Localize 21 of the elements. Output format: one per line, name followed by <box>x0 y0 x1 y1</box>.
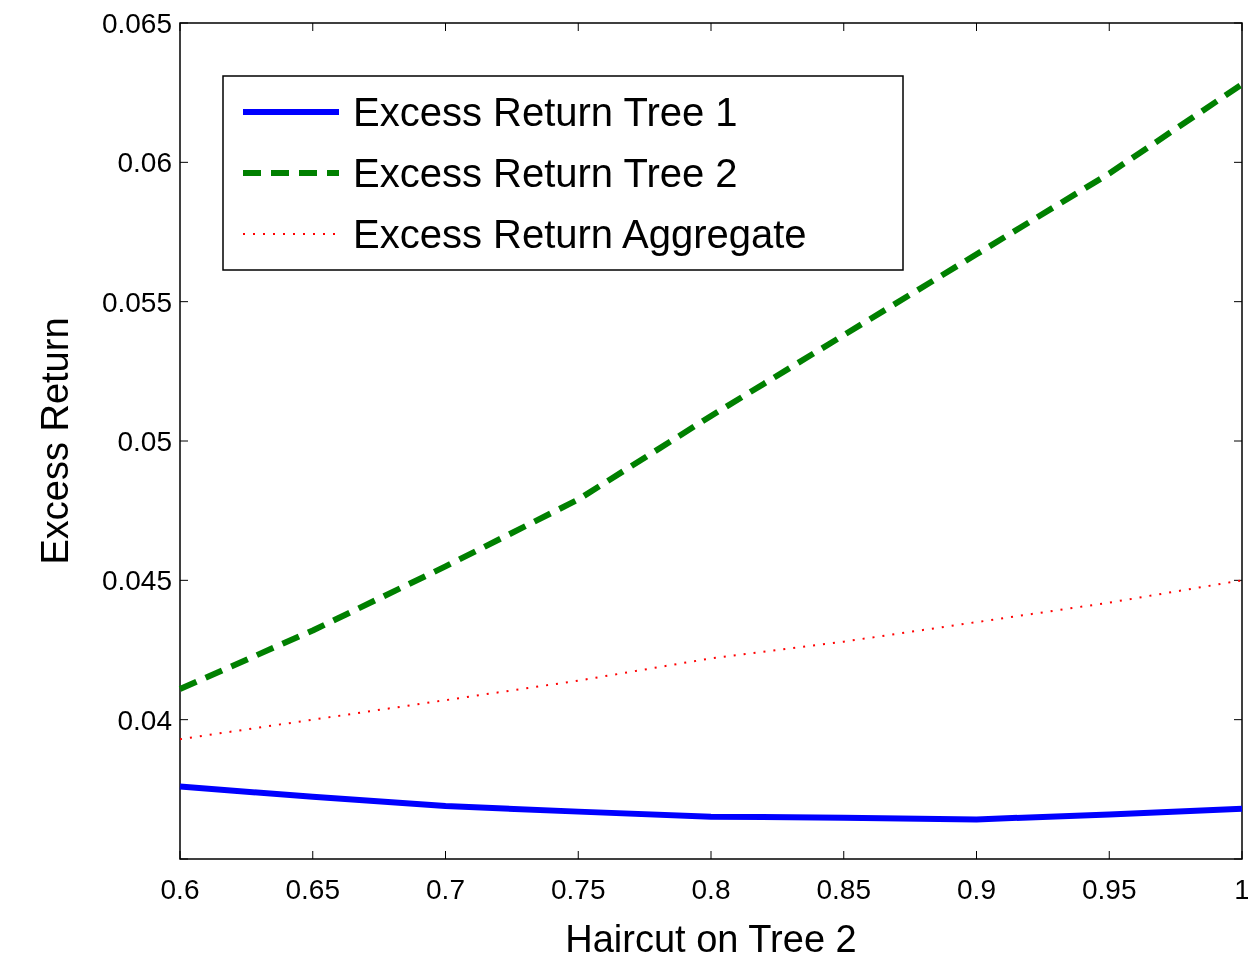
legend-label: Excess Return Aggregate <box>353 212 807 256</box>
line-series <box>179 579 1243 741</box>
y-tick-label: 0.04 <box>117 704 172 736</box>
x-tick-label: 0.85 <box>816 874 871 905</box>
legend-label: Excess Return Tree 2 <box>353 151 738 195</box>
x-tick-label: 0.95 <box>1082 874 1137 905</box>
x-tick-label: 0.7 <box>426 874 465 905</box>
y-tick-label: 0.06 <box>117 147 172 179</box>
y-tick-label: 0.065 <box>101 8 172 39</box>
x-tick-label: 0.8 <box>691 874 731 905</box>
x-tick-label: 0.9 <box>957 874 996 905</box>
y-tick-label: 0.055 <box>101 286 172 318</box>
x-axis-title: Haircut on Tree 2 <box>565 918 857 960</box>
x-tick-label: 0.65 <box>285 874 340 905</box>
x-tick-label: 1 <box>1234 874 1250 905</box>
x-tick-label: 0.75 <box>551 874 606 905</box>
y-tick-label: 0.05 <box>117 426 172 457</box>
y-tick-label: 0.045 <box>101 565 172 597</box>
legend-label: Excess Return Tree 1 <box>353 90 738 134</box>
x-tick-label: 0.6 <box>160 874 200 905</box>
y-axis-title: Excess Return <box>34 317 76 565</box>
